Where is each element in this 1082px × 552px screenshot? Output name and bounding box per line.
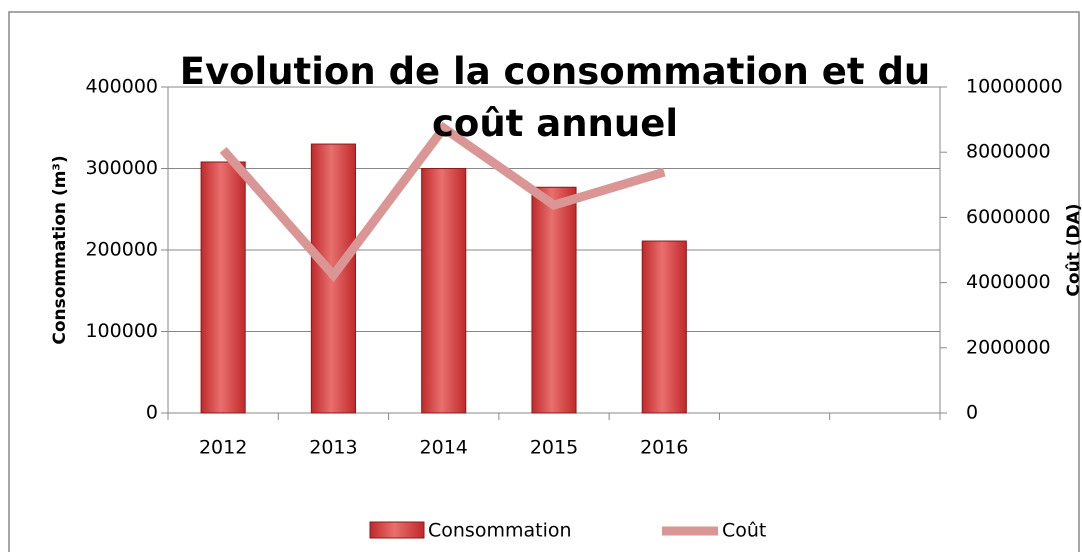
y2-tick-label: 2000000 bbox=[966, 336, 1051, 358]
x-tick-label: 2015 bbox=[530, 437, 578, 459]
line bbox=[219, 121, 666, 283]
y2-tick-label: 0 bbox=[966, 402, 978, 424]
y-tick-label: 100000 bbox=[85, 320, 158, 342]
x-tick-label: 2013 bbox=[309, 437, 357, 459]
y-tick-label: 300000 bbox=[85, 157, 158, 179]
y2-axis-label: Coût (DA) bbox=[1064, 203, 1082, 296]
legend-label: Coût bbox=[722, 520, 766, 542]
y2-tick-label: 4000000 bbox=[966, 271, 1051, 293]
legend-label: Consommation bbox=[428, 520, 572, 542]
bar bbox=[421, 168, 467, 414]
x-tick-label: 2012 bbox=[199, 437, 247, 459]
bar bbox=[531, 186, 577, 414]
y-tick-label: 0 bbox=[146, 402, 158, 424]
y2-tick-label: 10000000 bbox=[966, 76, 1063, 98]
y-tick-label: 400000 bbox=[85, 76, 158, 98]
chart-title: Evolution de la consommation et du coût … bbox=[179, 50, 931, 145]
x-tick-label: 2016 bbox=[640, 437, 688, 459]
y-tick-label: 200000 bbox=[85, 239, 158, 261]
x-tick-label: 2014 bbox=[420, 437, 468, 459]
y2-tick-label: 6000000 bbox=[966, 206, 1051, 228]
bar bbox=[641, 240, 687, 414]
y2-tick-label: 8000000 bbox=[966, 141, 1051, 163]
y-axis-label: Consommation (m³) bbox=[50, 155, 70, 344]
legend-swatch bbox=[369, 521, 425, 539]
bar bbox=[200, 161, 246, 414]
